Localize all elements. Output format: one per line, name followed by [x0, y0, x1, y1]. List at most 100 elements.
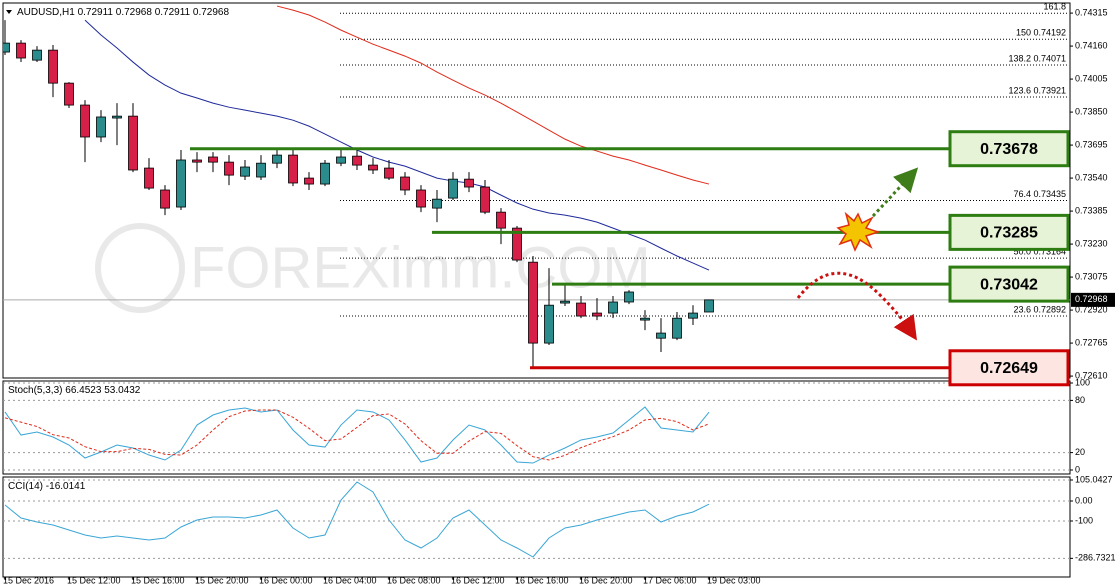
- candle-body: [528, 261, 538, 344]
- y-tick-label: 0.74315: [1075, 7, 1108, 17]
- candle-body: [416, 189, 426, 208]
- x-tick-label: 16 Dec 16:00: [515, 575, 569, 585]
- level-label: 0.72649: [980, 360, 1038, 377]
- candle-body: [240, 166, 250, 177]
- level-label: 0.73285: [980, 225, 1038, 242]
- chart-title: AUDUSD,H1: [17, 7, 75, 18]
- indicator-line: [4, 406, 710, 464]
- current-price-label: 0.72968: [1075, 294, 1108, 304]
- candle-body: [592, 312, 602, 317]
- cci-layer: [3, 479, 1070, 559]
- watermark-text: FOREXimm.COM: [190, 235, 651, 300]
- x-tick-label: 17 Dec 06:00: [643, 575, 697, 585]
- candle-body: [576, 302, 586, 317]
- candle-body: [32, 49, 42, 61]
- current-price-tag: [1071, 292, 1115, 307]
- candle-body: [512, 227, 522, 261]
- candle-body: [3, 42, 10, 53]
- y-tick-label: 100: [1075, 377, 1090, 387]
- indicator-line: [4, 409, 710, 461]
- candle-body: [112, 115, 122, 119]
- y-tick-label: 105.0427: [1075, 474, 1113, 484]
- y-tick-label: 0.00: [1075, 495, 1093, 505]
- candle-body: [256, 162, 266, 178]
- candle-body: [48, 49, 58, 84]
- candle-body: [288, 154, 298, 184]
- stoch-title: Stoch(5,3,3): [8, 385, 62, 396]
- candle-body: [160, 189, 170, 209]
- candle-body: [336, 156, 346, 164]
- candle-body: [624, 291, 634, 303]
- candle-body: [480, 186, 490, 213]
- y-tick-label: 0.73695: [1075, 139, 1108, 149]
- candle-body: [672, 317, 682, 339]
- cci-panel: [2, 476, 1071, 578]
- level-box: [948, 213, 1070, 251]
- main-panel: [2, 2, 1071, 379]
- x-tick-label: 15 Dec 2016: [3, 575, 54, 585]
- y-tick-label: 0.73075: [1075, 271, 1108, 281]
- candle-body: [400, 176, 410, 191]
- candle-body: [448, 178, 458, 199]
- down-arrow: [796, 271, 917, 341]
- x-tick-label: 16 Dec 12:00: [451, 575, 505, 585]
- y-tick-label: 0.72765: [1075, 337, 1108, 347]
- candle-body: [80, 104, 90, 138]
- fib-label: 76.4 0.73435: [1013, 189, 1066, 199]
- candle-body: [192, 159, 202, 163]
- candle-body: [224, 161, 234, 176]
- candle-body: [640, 317, 650, 321]
- candle-body: [464, 178, 474, 188]
- fib-label: 50.0 0.73164: [1013, 247, 1066, 257]
- cci-value: -16.0141: [46, 481, 86, 492]
- level-box: [948, 265, 1070, 303]
- x-tick-label: 16 Dec 00:00: [259, 575, 313, 585]
- candle-body: [64, 82, 74, 106]
- y-tick-label: 0.73385: [1075, 205, 1108, 215]
- y-tick-label: 0.73850: [1075, 106, 1108, 116]
- candle-body: [608, 301, 618, 314]
- y-tick-label: 0.74160: [1075, 40, 1108, 50]
- header-open: 0.72911: [78, 7, 114, 18]
- header-close: 0.72968: [193, 7, 230, 18]
- candle-body: [96, 116, 106, 138]
- y-tick-label: 80: [1075, 395, 1085, 405]
- y-tick-label: 20: [1075, 447, 1085, 457]
- chart-header: AUDUSD,H1 0.72911 0.72968 0.72911 0.7296…: [17, 7, 229, 18]
- candle-body: [352, 155, 362, 166]
- y-tick-label: 0: [1075, 464, 1080, 474]
- level-box: [948, 349, 1070, 387]
- cci-header: CCI(14) -16.0141: [8, 481, 86, 492]
- cci-title: CCI(14): [8, 481, 43, 492]
- stoch-signal-value: 53.0432: [104, 385, 141, 396]
- candle-body: [208, 156, 218, 163]
- indicator-line: [276, 5, 710, 185]
- candle-body: [688, 312, 698, 319]
- y-tick-label: 0.73230: [1075, 238, 1108, 248]
- watermark: FOREXimm.COM: [95, 223, 651, 313]
- indicator-line: [84, 19, 710, 271]
- candle-body: [656, 332, 666, 339]
- fib-label: 161.8: [1043, 2, 1066, 12]
- stoch-layer: [3, 382, 1070, 471]
- fib-label: 138.2 0.74071: [1008, 53, 1066, 63]
- header-low: 0.72911: [155, 7, 191, 18]
- breakout-star: [836, 211, 881, 252]
- candle-body: [544, 304, 554, 344]
- x-tick-label: 19 Dec 03:00: [707, 575, 761, 585]
- x-tick-label: 15 Dec 12:00: [67, 575, 121, 585]
- level-label: 0.73042: [980, 276, 1038, 293]
- x-tick-label: 15 Dec 16:00: [131, 575, 185, 585]
- candle-body: [16, 42, 26, 59]
- candle-body: [272, 154, 282, 164]
- x-tick-label: 16 Dec 04:00: [323, 575, 377, 585]
- y-tick-label: 0.72920: [1075, 304, 1108, 314]
- y-tick-label: -100: [1075, 515, 1093, 525]
- x-tick-label: 16 Dec 08:00: [387, 575, 441, 585]
- x-tick-label: 16 Dec 20:00: [579, 575, 633, 585]
- candle-body: [384, 167, 394, 179]
- overlay-layer: 0.74315 0.74160 0.74005 0.73850 0.73695 0.735…: [3, 7, 1116, 585]
- header-high: 0.72968: [116, 7, 153, 18]
- candle-body: [368, 164, 378, 171]
